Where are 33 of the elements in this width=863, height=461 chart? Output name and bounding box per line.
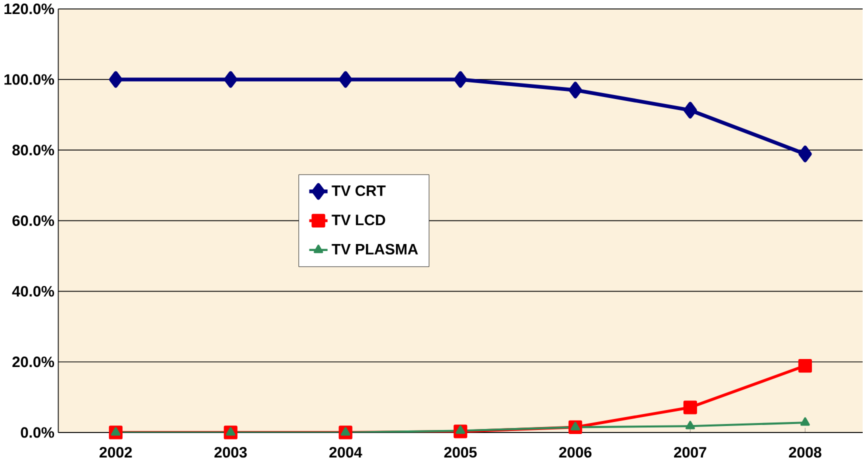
point xyxy=(684,102,697,118)
x-tick-label: 2005 xyxy=(444,446,477,458)
x-tick-label: 2002 xyxy=(100,446,132,458)
y-tick-label: 60.0% xyxy=(12,215,54,226)
y-tick-label: 120.0% xyxy=(4,3,54,14)
point xyxy=(568,82,582,98)
point xyxy=(685,420,695,430)
point xyxy=(109,71,122,88)
point xyxy=(800,417,810,426)
point xyxy=(570,422,580,430)
y-tick-label: 100.0% xyxy=(4,74,54,85)
legend-label: TV CRT xyxy=(332,185,386,196)
point xyxy=(798,146,812,162)
point xyxy=(454,71,468,88)
point xyxy=(226,427,236,436)
x-tick-label: 2008 xyxy=(788,446,822,458)
y-tick-label: 0.0% xyxy=(20,427,54,438)
x-tick-label: 2006 xyxy=(559,446,592,458)
point xyxy=(338,71,352,88)
point xyxy=(111,427,120,436)
point xyxy=(224,71,238,88)
x-tick-label: 2007 xyxy=(674,446,706,458)
y-tick-label: 80.0% xyxy=(12,144,54,156)
point xyxy=(798,358,812,372)
legend-label: TV LCD xyxy=(332,214,386,226)
x-tick-label: 2004 xyxy=(329,446,362,458)
y-tick-label: 20.0% xyxy=(12,356,54,368)
x-tick-label: 2003 xyxy=(214,446,247,458)
y-tick-label: 40.0% xyxy=(12,286,54,296)
point xyxy=(340,427,350,436)
point xyxy=(456,425,466,434)
legend-label: TV PLASMA xyxy=(332,244,418,254)
point xyxy=(683,400,698,414)
